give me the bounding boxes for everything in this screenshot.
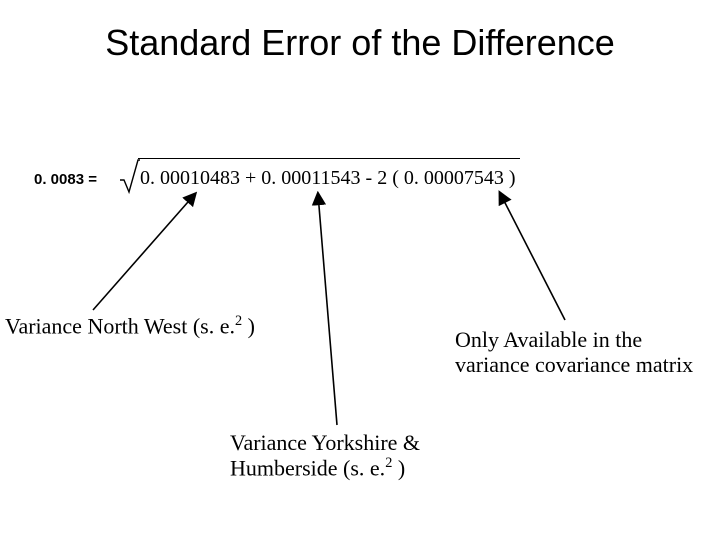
formula-term1: 0. 00010483 (140, 167, 240, 189)
arrow (500, 193, 565, 320)
annotation-yh-close: ) (392, 456, 405, 481)
formula-cov-coeff: 2 (377, 167, 387, 189)
sqrt-icon (120, 158, 140, 194)
annotation-cov-line1: Only Available in the (455, 327, 642, 352)
formula-plus: + (245, 167, 261, 189)
annotation-yh-line1: Variance Yorkshire & (230, 430, 420, 455)
annotation-nw-text: Variance North West (s. e. (5, 313, 235, 338)
annotation-variance-northwest: Variance North West (s. e.2 ) (5, 313, 255, 339)
formula-term2: 0. 00011543 (261, 167, 360, 189)
formula-open-paren: ( (392, 167, 404, 189)
formula-close-paren: ) (509, 167, 516, 189)
annotation-covariance: Only Available in the variance covarianc… (455, 327, 693, 378)
annotation-cov-line2: variance covariance matrix (455, 352, 693, 377)
formula-minus: - (366, 167, 378, 189)
formula: 0. 00010483 + 0. 00011543 - 2 ( 0. 00007… (120, 158, 520, 194)
formula-cov-term: 0. 00007543 (404, 167, 504, 189)
arrow (93, 194, 195, 310)
page-title: Standard Error of the Difference (0, 22, 720, 64)
result-value: 0. 0083 = (34, 171, 97, 188)
annotation-nw-close: ) (242, 313, 255, 338)
annotation-yh-line2: Humberside (s. e. (230, 456, 385, 481)
annotation-variance-yorkshire: Variance Yorkshire & Humberside (s. e.2 … (230, 430, 420, 481)
arrow (318, 194, 337, 425)
formula-expression: 0. 00010483 + 0. 00011543 - 2 ( 0. 00007… (138, 158, 520, 190)
